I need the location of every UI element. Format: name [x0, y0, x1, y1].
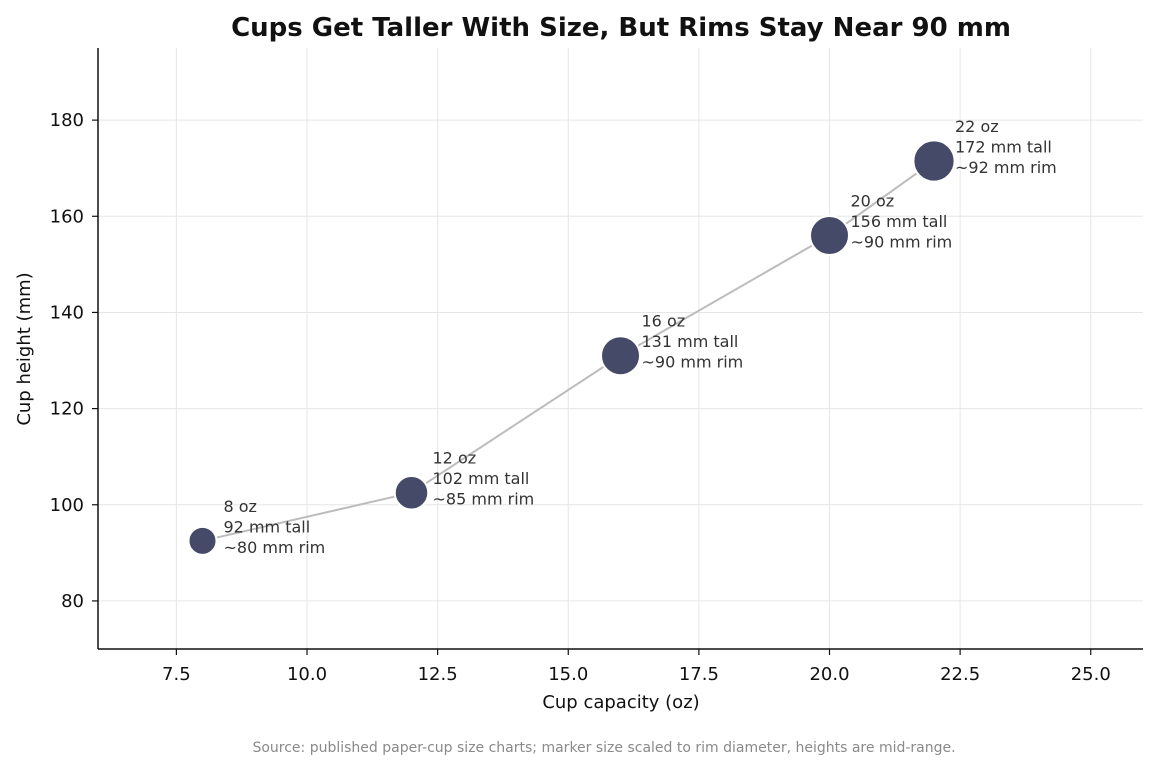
data-point-annotation: 12 oz 102 mm tall ~85 mm rim: [433, 449, 535, 509]
x-tick-label: 20.0: [809, 664, 849, 685]
x-tick-label: 15.0: [548, 664, 588, 685]
annotation-line: 8 oz: [224, 497, 257, 516]
x-tick-label: 7.5: [162, 664, 191, 685]
x-tick-label: 22.5: [940, 664, 980, 685]
source-note: Source: published paper-cup size charts;…: [252, 740, 955, 756]
x-axis-label: Cup capacity (oz): [542, 692, 699, 713]
annotation-layer: 8 oz 92 mm tall ~80 mm rim 12 oz 102 mm tall…: [224, 117, 1057, 557]
data-point-annotation: 22 oz 172 mm tall ~92 mm rim: [955, 117, 1057, 177]
marker-layer: [187, 139, 956, 556]
annotation-line: 156 mm tall: [851, 212, 948, 231]
x-tick-label: 25.0: [1071, 664, 1111, 685]
annotation-line: ~90 mm rim: [642, 353, 744, 372]
tick-layer: 7.5 10.0 12.5 15.0 17.5 20.0 22.5 25.0 80 100 120 1…: [50, 110, 1111, 685]
annotation-line: ~85 mm rim: [433, 490, 535, 509]
data-point-marker: [912, 139, 956, 183]
y-tick-label: 80: [61, 591, 84, 612]
data-point-marker: [393, 474, 430, 511]
y-tick-label: 140: [50, 302, 84, 323]
y-tick-label: 120: [50, 399, 84, 420]
x-tick-label: 12.5: [418, 664, 458, 685]
data-point-marker: [809, 215, 850, 257]
annotation-line: ~90 mm rim: [851, 233, 953, 252]
chart-title: Cups Get Taller With Size, But Rims Stay…: [231, 13, 1011, 43]
data-point-annotation: 16 oz 131 mm tall ~90 mm rim: [642, 312, 744, 372]
y-axis-label: Cup height (mm): [14, 272, 35, 425]
annotation-line: 92 mm tall: [224, 517, 311, 536]
annotation-line: 20 oz: [851, 192, 895, 211]
annotation-line: 22 oz: [955, 117, 999, 136]
grid-layer: [98, 48, 1143, 649]
data-point-marker: [600, 335, 641, 377]
annotation-line: ~92 mm rim: [955, 158, 1057, 177]
y-tick-label: 180: [50, 110, 84, 131]
data-point-annotation: 8 oz 92 mm tall ~80 mm rim: [224, 497, 326, 557]
data-point-annotation: 20 oz 156 mm tall ~90 mm rim: [851, 192, 953, 252]
data-point-marker: [187, 525, 218, 556]
annotation-line: ~80 mm rim: [224, 538, 326, 557]
x-tick-label: 17.5: [679, 664, 719, 685]
y-tick-label: 160: [50, 206, 84, 227]
x-tick-label: 10.0: [287, 664, 327, 685]
annotation-line: 102 mm tall: [433, 469, 530, 488]
annotation-line: 12 oz: [433, 449, 477, 468]
annotation-line: 172 mm tall: [955, 137, 1052, 156]
annotation-line: 131 mm tall: [642, 332, 739, 351]
annotation-line: 16 oz: [642, 312, 686, 331]
y-tick-label: 100: [50, 495, 84, 516]
